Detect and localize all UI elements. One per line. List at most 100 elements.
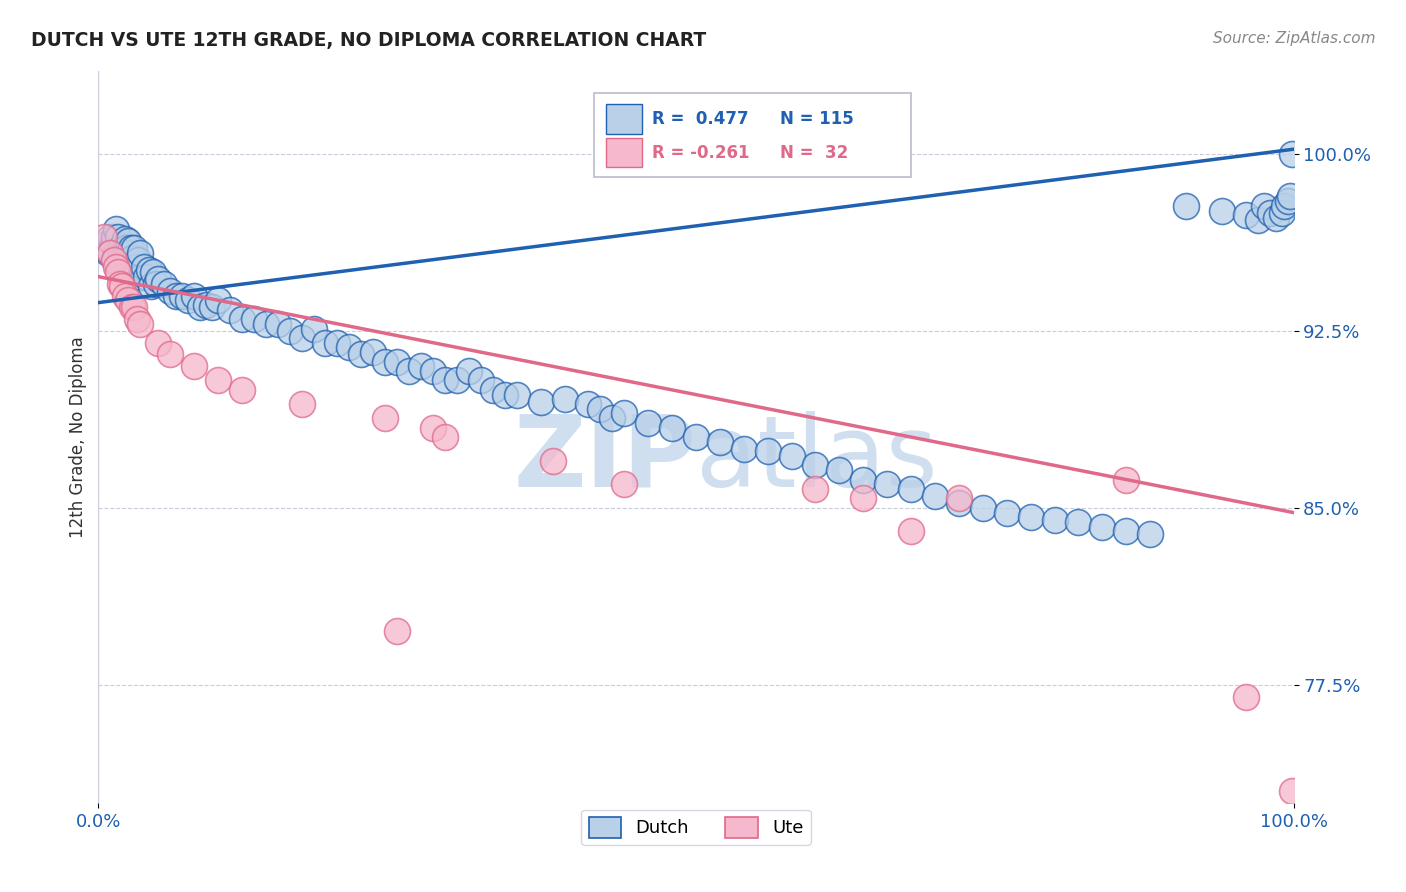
Point xyxy=(1091,520,1114,534)
Text: N =  32: N = 32 xyxy=(779,144,848,161)
Point xyxy=(183,288,205,302)
Point xyxy=(148,335,170,350)
Point xyxy=(125,260,148,275)
Point xyxy=(112,241,135,255)
Point xyxy=(207,374,229,388)
Point xyxy=(195,298,218,312)
Point xyxy=(326,335,349,350)
Point xyxy=(578,397,600,411)
Point xyxy=(124,265,146,279)
Point xyxy=(434,430,457,444)
Y-axis label: 12th Grade, No Diploma: 12th Grade, No Diploma xyxy=(69,336,87,538)
Point xyxy=(530,394,553,409)
Point xyxy=(446,374,468,388)
Point xyxy=(104,253,127,268)
Point xyxy=(804,458,827,473)
Point xyxy=(541,453,564,467)
Point xyxy=(93,241,115,255)
Point xyxy=(105,246,128,260)
Point xyxy=(111,239,134,253)
Point xyxy=(1115,473,1137,487)
Point xyxy=(142,265,165,279)
Point xyxy=(291,331,314,345)
Point xyxy=(458,364,481,378)
Point xyxy=(1247,213,1270,227)
Point xyxy=(107,229,129,244)
Point xyxy=(148,272,170,286)
Point xyxy=(117,234,139,248)
Point xyxy=(1019,510,1042,524)
Point xyxy=(995,506,1018,520)
Point xyxy=(131,269,153,284)
Point xyxy=(411,359,433,374)
Point xyxy=(125,312,148,326)
FancyBboxPatch shape xyxy=(595,94,911,178)
Point xyxy=(1115,524,1137,539)
Point xyxy=(852,473,875,487)
Point xyxy=(103,253,125,268)
Point xyxy=(291,397,314,411)
Point xyxy=(139,279,162,293)
Point xyxy=(613,407,636,421)
Legend: Dutch, Ute: Dutch, Ute xyxy=(581,810,811,845)
Point xyxy=(105,222,128,236)
Point xyxy=(1234,690,1257,704)
Point xyxy=(948,496,970,510)
Point xyxy=(129,317,152,331)
Point xyxy=(159,284,181,298)
Point xyxy=(339,340,361,354)
Point xyxy=(756,444,779,458)
Point xyxy=(243,312,266,326)
Point xyxy=(254,317,277,331)
Point xyxy=(124,241,146,255)
Point xyxy=(118,246,141,260)
Point xyxy=(96,236,118,251)
Bar xyxy=(606,104,643,134)
Point xyxy=(350,347,373,361)
Point xyxy=(117,246,139,260)
Point xyxy=(115,253,138,268)
Point xyxy=(124,301,146,315)
Point xyxy=(876,477,898,491)
Point xyxy=(98,246,122,260)
Point xyxy=(201,301,224,315)
Point xyxy=(470,374,492,388)
Point xyxy=(105,260,128,275)
Point xyxy=(129,246,152,260)
Point xyxy=(637,416,659,430)
Point xyxy=(231,312,253,326)
Point xyxy=(924,489,946,503)
Point xyxy=(385,354,409,368)
Point xyxy=(1175,199,1198,213)
Point xyxy=(481,383,505,397)
Point xyxy=(900,482,922,496)
Point xyxy=(315,335,337,350)
Point xyxy=(1277,194,1299,208)
Point xyxy=(685,430,707,444)
Point xyxy=(188,301,211,315)
Point xyxy=(948,491,970,506)
Point xyxy=(1253,199,1275,213)
Point xyxy=(434,374,457,388)
Point xyxy=(127,253,149,268)
Point xyxy=(780,449,803,463)
Point xyxy=(165,288,187,302)
Point xyxy=(98,246,122,260)
Point xyxy=(1271,206,1294,220)
Point xyxy=(852,491,875,506)
Point xyxy=(177,293,200,308)
Point xyxy=(114,246,136,260)
Point xyxy=(900,524,922,539)
Point xyxy=(804,482,827,496)
Point xyxy=(661,420,683,434)
Point xyxy=(422,420,444,434)
Point xyxy=(93,229,115,244)
Point xyxy=(828,463,851,477)
Point xyxy=(1139,526,1161,541)
Text: ZIP: ZIP xyxy=(513,410,696,508)
Point xyxy=(1043,513,1066,527)
Point xyxy=(972,500,994,515)
Point xyxy=(108,253,131,268)
Point xyxy=(111,279,134,293)
Point xyxy=(554,392,576,407)
